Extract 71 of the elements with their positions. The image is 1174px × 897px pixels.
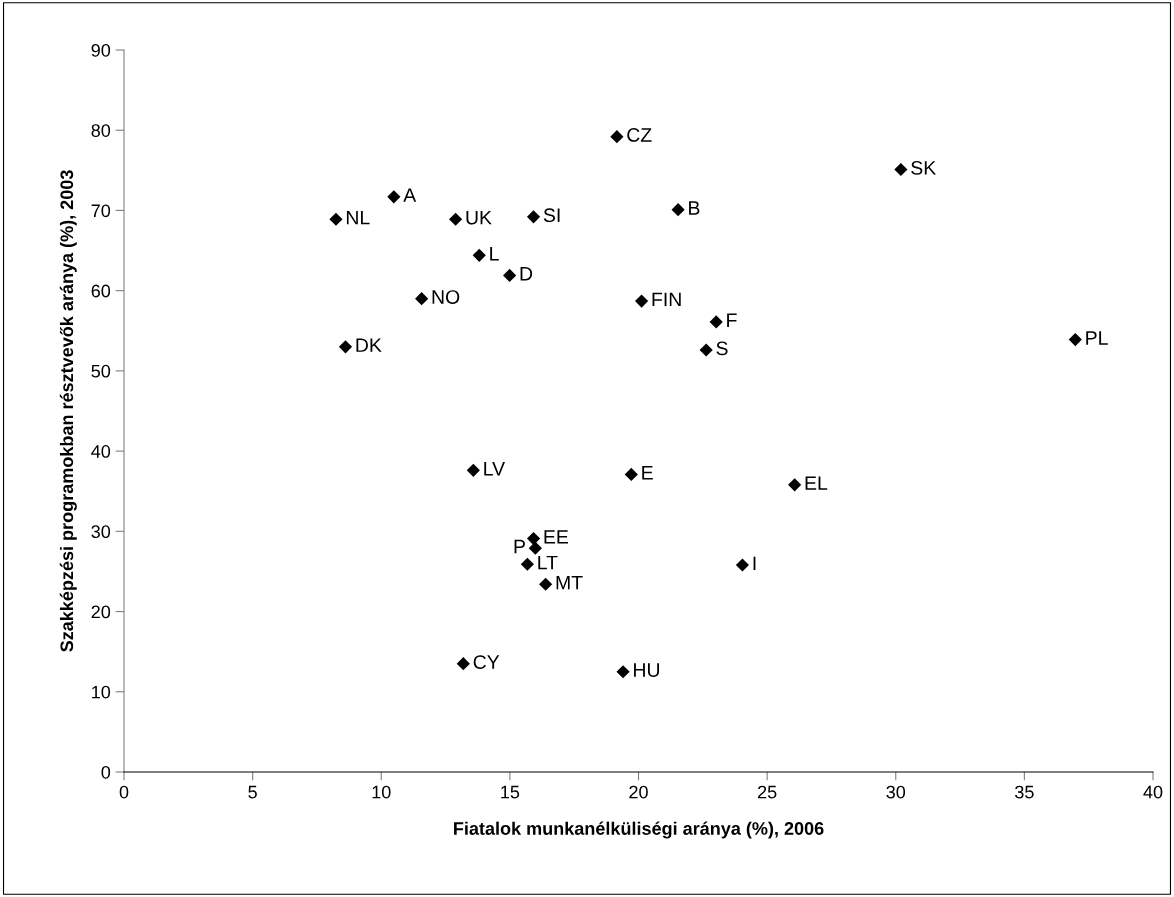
- annotation: I: [753, 556, 756, 571]
- annotation: DK: [356, 338, 382, 352]
- annotation: NL: [346, 210, 370, 225]
- annotation: S: [716, 341, 728, 356]
- point: [415, 292, 429, 306]
- point: [472, 248, 486, 262]
- y-axis-title: Szakképzési programokban résztvevők aránya (%), 2003: [59, 170, 77, 652]
- x-tick-label: 5: [248, 785, 257, 799]
- y-tick-label: 20: [91, 605, 111, 619]
- x-tick-label: 10: [372, 785, 391, 799]
- y-tick-label: 90: [91, 43, 111, 57]
- annotation: A: [403, 188, 417, 202]
- annotation: EE: [544, 530, 569, 544]
- point: [528, 541, 542, 555]
- annotation: P: [514, 539, 525, 554]
- point: [387, 190, 401, 204]
- x-tick-label: 0: [119, 785, 129, 799]
- point: [466, 463, 480, 477]
- annotation: HU: [634, 663, 660, 677]
- annotation: LT: [538, 555, 558, 570]
- point: [624, 467, 638, 481]
- annotation: D: [520, 267, 533, 281]
- x-tick-label: 35: [1015, 785, 1034, 799]
- point: [526, 210, 541, 224]
- annotation: E: [642, 466, 653, 480]
- x-tick-label: 40: [1143, 785, 1163, 799]
- point: [520, 557, 534, 571]
- point: [1068, 333, 1082, 347]
- point: [456, 657, 470, 671]
- annotation: EL: [805, 476, 828, 490]
- point: [449, 212, 463, 226]
- x-tick-label: 15: [501, 785, 520, 799]
- annotation: NO: [432, 290, 460, 304]
- x-tick-label: 20: [629, 785, 648, 799]
- y-tick-label: 60: [91, 284, 111, 298]
- point: [709, 315, 723, 329]
- annotation: MT: [556, 575, 583, 590]
- point: [329, 212, 343, 226]
- point: [526, 531, 541, 546]
- point: [616, 665, 630, 679]
- point: [894, 162, 908, 177]
- point: [788, 478, 802, 492]
- annotation: CZ: [627, 128, 652, 142]
- point: [671, 203, 685, 217]
- point: [635, 294, 649, 308]
- x-tick-label: 25: [757, 785, 777, 799]
- annotation: SI: [543, 208, 560, 223]
- annotation: CY: [473, 655, 500, 669]
- annotation: B: [689, 201, 700, 215]
- annotation: LV: [484, 462, 505, 476]
- annotation: PL: [1086, 331, 1108, 345]
- point: [699, 343, 713, 357]
- point: [338, 340, 353, 354]
- y-tick-label: 70: [91, 204, 111, 218]
- point: [539, 577, 553, 591]
- y-tick-label: 40: [91, 445, 111, 458]
- point: [735, 558, 750, 572]
- point: [610, 130, 624, 144]
- annotation: L: [490, 247, 499, 261]
- annotation: UK: [466, 210, 492, 225]
- y-tick-label: 0: [101, 765, 111, 779]
- y-tick-label: 30: [91, 525, 111, 539]
- point: [503, 268, 517, 283]
- annotation: F: [727, 313, 737, 327]
- y-tick-label: 80: [91, 124, 111, 137]
- annotation: FIN: [652, 292, 681, 307]
- x-axis-title: Fiatalok munkanélküliségi aránya (%), 2006: [454, 821, 824, 839]
- y-tick-label: 50: [91, 364, 111, 378]
- y-tick-label: 10: [92, 685, 111, 699]
- annotation: SK: [911, 160, 936, 175]
- x-tick-label: 30: [886, 785, 906, 799]
